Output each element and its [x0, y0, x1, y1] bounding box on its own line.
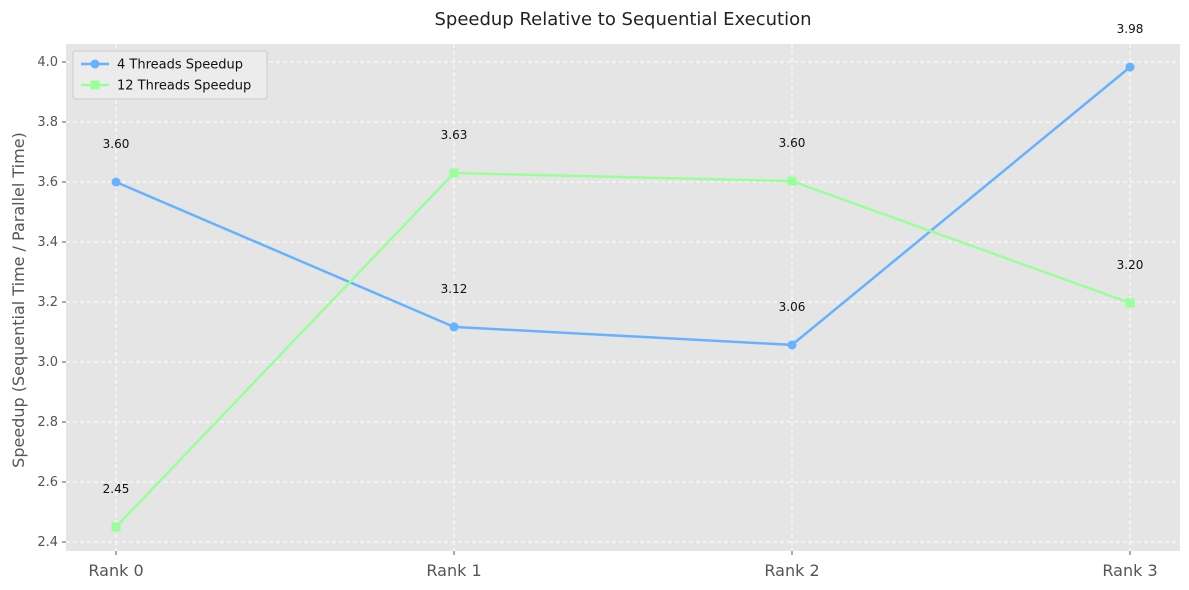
data-point: [449, 168, 459, 178]
x-tick-label: Rank 1: [426, 561, 481, 580]
y-tick-label: 3.2: [37, 295, 58, 310]
legend: 4 Threads Speedup 12 Threads Speedup: [72, 50, 268, 100]
legend-entry: 4 Threads Speedup: [117, 58, 243, 73]
y-tick-label: 2.6: [37, 475, 58, 490]
axis-ticks: 2.4 2.6 2.8 3.0 3.2 3.4 3.6 3.8 4.0 Rank 0 Rank 1 R…: [37, 55, 1157, 580]
y-tick-label: 2.4: [37, 535, 58, 550]
x-tick-label: Rank 2: [764, 561, 819, 580]
y-tick-label: 3.6: [37, 175, 58, 190]
plot-area: [66, 44, 1180, 551]
data-label: 3.98: [1117, 22, 1144, 36]
chart-title: Speedup Relative to Sequential Execution: [434, 9, 811, 30]
legend-box: [72, 50, 268, 100]
data-label: 3.12: [441, 282, 468, 296]
y-tick-label: 3.8: [37, 115, 58, 130]
data-label: 3.20: [1117, 258, 1144, 272]
y-tick-label: 4.0: [37, 55, 58, 70]
data-point: [787, 176, 797, 186]
x-tick-label: Rank 3: [1102, 561, 1157, 580]
y-tick-label: 3.0: [37, 355, 58, 370]
data-label: 2.45: [103, 482, 130, 496]
data-label: 3.60: [779, 136, 806, 150]
data-label: 3.63: [441, 128, 468, 142]
data-point: [1125, 62, 1135, 72]
y-axis-label: Speedup (Sequential Time / Parallel Time…: [9, 132, 28, 468]
data-label: 3.60: [103, 137, 130, 151]
data-labels: 3.60 3.12 3.06 3.98 2.45 3.63 3.60 3.20: [103, 22, 1144, 496]
x-tick-label: Rank 0: [88, 561, 143, 580]
data-point: [111, 177, 121, 187]
series: [111, 62, 1135, 532]
data-point: [1125, 298, 1135, 308]
y-tick-label: 3.4: [37, 235, 58, 250]
series-line: [115, 66, 1131, 347]
y-tick-label: 2.8: [37, 415, 58, 430]
data-point: [787, 340, 797, 350]
legend-entry: 12 Threads Speedup: [117, 79, 251, 94]
legend-swatch-marker: [90, 59, 100, 69]
data-point: [449, 322, 459, 332]
data-point: [111, 522, 121, 532]
legend-swatch-marker: [90, 80, 100, 90]
data-label: 3.06: [779, 300, 806, 314]
series-line: [115, 171, 1131, 528]
